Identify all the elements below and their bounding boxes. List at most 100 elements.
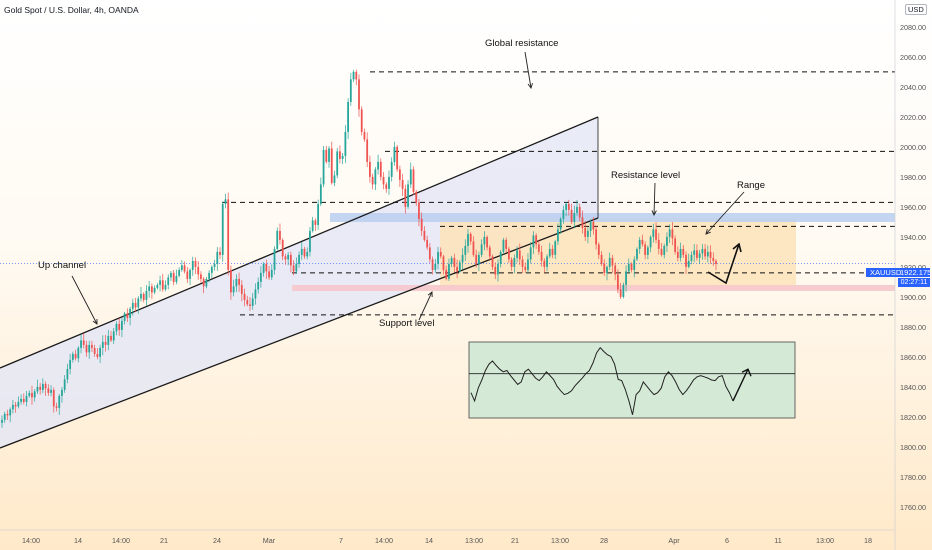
candle [33,389,36,402]
candle-body [420,218,423,231]
candle-body [238,278,240,285]
candle-body [131,302,134,309]
candle [131,298,134,316]
candle-body [505,239,508,249]
candle [513,254,516,274]
candle-body [529,247,532,260]
candle-body [551,248,554,255]
oscillator-arrowhead [741,368,752,377]
candle-body [47,388,50,393]
candle-body [20,398,22,402]
annotation-pointer-head [705,229,711,235]
candle [118,318,121,336]
candle [551,245,554,259]
candle-body [668,229,671,237]
resistance-zone [330,213,895,222]
candle [398,165,401,187]
candle [96,347,99,360]
candle [529,242,532,264]
candle-body [50,389,52,393]
candle [390,157,393,182]
candle [227,192,230,276]
candle-body [704,248,706,257]
candle-body [687,260,690,267]
candle-body [502,239,505,252]
candle-body [246,299,249,305]
annotation-range: Range [737,180,765,191]
candle [80,334,82,354]
candle [36,379,39,395]
time-axis-tick: 18 [864,536,872,545]
candle-body [180,265,183,270]
candle [148,280,151,298]
candle [562,205,565,224]
candle [409,162,412,188]
candle [317,199,320,230]
candle-body [584,227,587,237]
candle [535,233,538,249]
candle [636,247,638,262]
price-axis-tick: 1860.00 [900,353,926,362]
bar-countdown: 02:27:11 [898,278,930,287]
candle-body [652,229,655,237]
candle [663,243,666,259]
candle-body [235,278,238,287]
candle-body [475,254,478,264]
candle-body [202,278,205,287]
candle [382,172,385,190]
candle [668,224,671,244]
candle-body [224,199,227,204]
annotation-up-channel: Up channel [38,260,86,271]
candle [167,274,170,290]
candle-body [499,251,502,264]
candle [494,262,497,280]
annotation-global-resistance: Global resistance [485,38,558,49]
candle [437,246,439,270]
candle-body [167,277,170,285]
candle-body [418,202,420,219]
candle-body [428,247,431,260]
candle [374,167,377,191]
candle [121,317,123,338]
candle [349,73,352,106]
candle-body [309,230,311,252]
candle [450,255,453,268]
candle-body [660,248,663,255]
candle-body [194,260,197,267]
candle [178,267,181,278]
candle-body [126,313,129,318]
candle [91,340,93,353]
candle-body [480,244,483,255]
candle [208,270,211,283]
price-axis-tick: 2060.00 [900,53,926,62]
candle-body [322,149,325,185]
candle [66,363,69,384]
candle-body [352,71,355,80]
candle [671,222,674,246]
candle [82,333,85,349]
candle-body [341,155,344,159]
candle-body [172,272,175,282]
candle [606,265,608,281]
candle-body [197,266,200,275]
candle [486,235,488,251]
price-axis-tick: 1880.00 [900,323,926,332]
candle-body [666,236,668,246]
currency-button[interactable]: USD [905,4,927,15]
candle [611,254,614,273]
candle [385,182,388,193]
candle-body [611,257,614,266]
candle [292,260,295,276]
candle [693,243,696,263]
candle [565,202,568,217]
candle-body [622,284,625,297]
candle [232,279,235,297]
candle [676,246,679,262]
candle [104,334,107,352]
candle [559,217,562,234]
candle-body [148,286,151,291]
price-axis-tick: 2000.00 [900,143,926,152]
candle [352,69,355,83]
candle [276,227,279,251]
